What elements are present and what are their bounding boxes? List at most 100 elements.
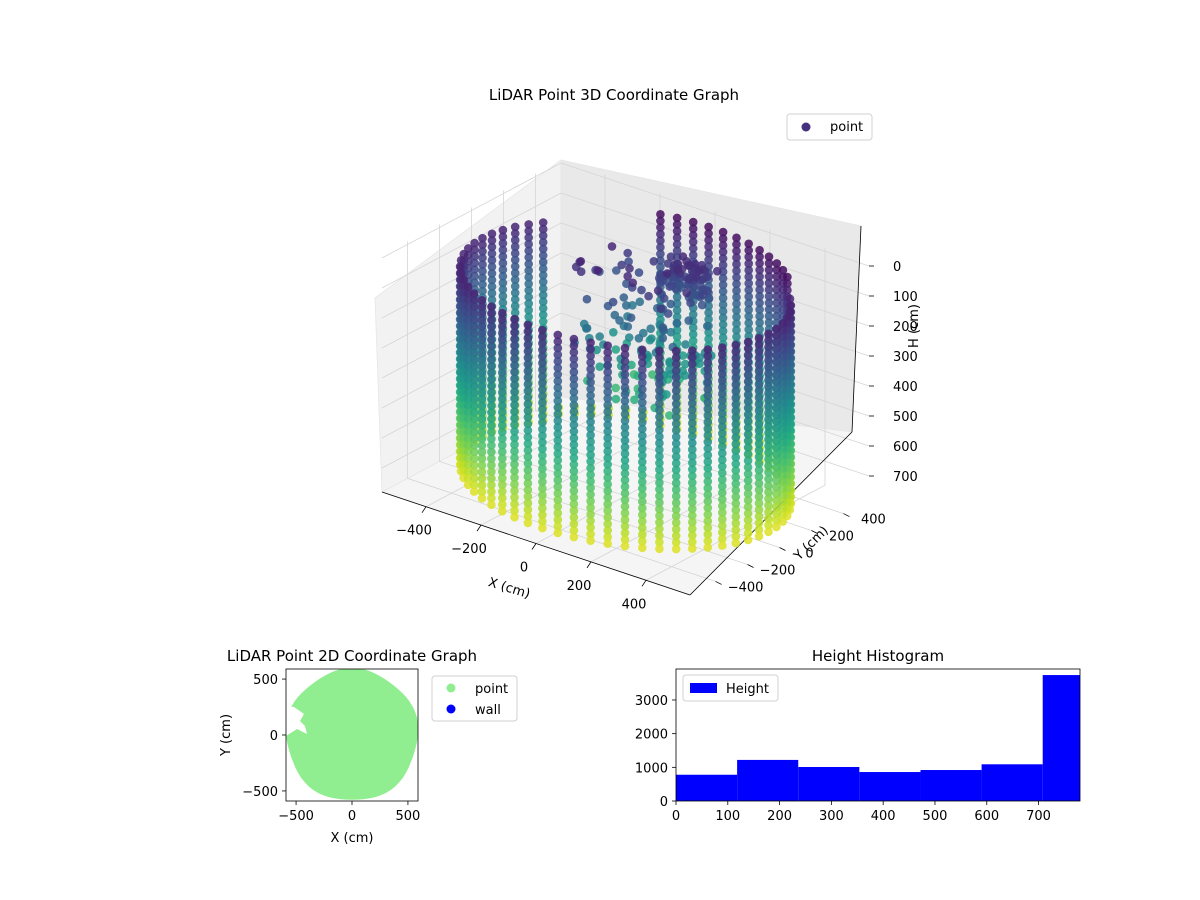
point-3d	[680, 371, 690, 380]
point-3d	[731, 413, 741, 423]
point-3d	[523, 327, 533, 336]
point-3d	[743, 443, 753, 452]
point-3d	[703, 351, 713, 361]
point-3d	[755, 285, 764, 295]
point-3d	[655, 537, 664, 547]
point-3d	[764, 369, 773, 378]
point-3d	[754, 472, 764, 482]
point-3d	[688, 379, 697, 388]
point-3d	[718, 241, 728, 250]
point-3d	[718, 521, 727, 531]
point-3d	[623, 272, 632, 281]
point-3d	[671, 459, 681, 468]
point-3d	[704, 315, 713, 324]
point-3d	[732, 299, 741, 309]
point-3d	[703, 483, 713, 493]
point-3d	[755, 278, 764, 288]
x-tick-label-histogram: 100	[715, 809, 740, 824]
point-3d	[772, 292, 782, 301]
y-tick-label-2d: 0	[270, 729, 278, 744]
point-3d	[510, 295, 520, 304]
point-3d	[553, 416, 563, 426]
point-3d	[732, 306, 741, 315]
point-3d	[703, 365, 713, 374]
point-3d	[569, 519, 579, 529]
point-3d	[538, 510, 547, 520]
point-3d	[718, 514, 727, 524]
point-3d	[688, 366, 697, 375]
point-3d	[498, 506, 507, 516]
point-3d	[487, 309, 496, 318]
point-3d	[620, 357, 630, 366]
point-3d	[463, 421, 473, 430]
point-3d	[538, 345, 547, 355]
point-3d	[744, 292, 753, 301]
point-3d	[764, 468, 773, 477]
point-3d	[487, 500, 496, 510]
point-3d	[772, 430, 781, 439]
point-3d	[704, 242, 713, 251]
point-3d	[524, 246, 533, 256]
point-3d	[470, 238, 479, 248]
point-3d	[469, 315, 479, 325]
point-3d	[538, 444, 547, 454]
grid-line-y	[535, 173, 844, 514]
point-3d	[718, 349, 727, 359]
point-3d	[772, 370, 781, 380]
point-3d	[487, 242, 497, 252]
point-3d	[628, 278, 638, 288]
point-3d	[603, 447, 612, 456]
point-3d	[498, 447, 507, 457]
point-3d	[688, 385, 697, 395]
x-tick-label-histogram: 400	[871, 809, 896, 824]
point-3d	[569, 506, 579, 515]
point-3d	[772, 397, 781, 406]
point-3d	[569, 407, 579, 417]
point-3d	[478, 273, 487, 283]
point-3d	[656, 262, 665, 272]
point-3d	[743, 469, 753, 479]
point-3d	[671, 518, 681, 527]
point-3d	[538, 304, 548, 313]
point-3d	[477, 480, 487, 490]
point-3d	[637, 285, 646, 295]
point-3d	[510, 275, 520, 285]
point-3d	[487, 275, 497, 285]
point-3d	[666, 252, 676, 261]
point-3d	[477, 381, 487, 391]
point-3d	[620, 456, 630, 465]
point-3d	[524, 279, 533, 289]
point-3d	[638, 523, 647, 533]
point-3d	[553, 429, 563, 439]
point-3d	[688, 336, 698, 346]
point-3d	[743, 436, 753, 446]
point-3d	[665, 411, 674, 420]
point-3d	[510, 440, 519, 449]
point-3d	[569, 367, 579, 377]
point-3d	[510, 460, 519, 469]
point-3d	[638, 365, 647, 374]
point-3d	[498, 434, 507, 443]
point-3d	[538, 385, 547, 394]
point-3d	[603, 381, 612, 390]
point-3d	[718, 227, 728, 237]
point-3d	[510, 400, 519, 410]
point-3d	[743, 430, 753, 439]
point-3d	[498, 355, 507, 364]
legend-3d-label: point	[830, 120, 863, 135]
point-3d	[744, 239, 753, 249]
point-3d	[603, 387, 612, 397]
point-3d	[498, 239, 508, 248]
point-3d	[523, 366, 533, 376]
point-3d	[523, 360, 533, 369]
point-3d	[603, 519, 612, 529]
point-3d	[510, 361, 519, 370]
point-3d	[655, 518, 664, 527]
point-3d	[718, 528, 727, 537]
point-3d	[743, 370, 753, 380]
point-3d	[764, 318, 774, 328]
x-tick-label-3d: 400	[622, 597, 647, 612]
point-3d	[731, 406, 741, 416]
point-3d	[764, 402, 773, 411]
point-3d	[703, 490, 713, 500]
